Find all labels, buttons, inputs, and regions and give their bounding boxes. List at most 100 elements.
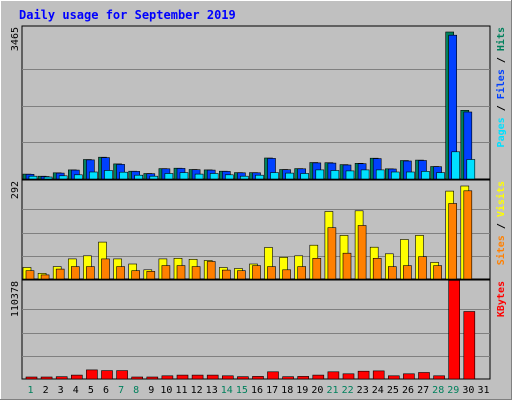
bar-pages-day-12: [194, 173, 204, 180]
bar-sites-day-1: [25, 270, 35, 280]
legend-hits: Pages / Files / Hits: [495, 27, 507, 147]
panel-kbytes: 110378 KBytes: [10, 279, 507, 380]
bar-pages-day-2: [43, 176, 53, 180]
bar-pages-day-25: [390, 171, 400, 180]
day-label-24: 24: [372, 385, 384, 396]
bar-kbytes-day-13: [206, 374, 219, 380]
bar-sites-day-9: [146, 271, 156, 280]
bar-pages-day-8: [134, 174, 143, 180]
max-label-visits: 292: [10, 181, 21, 199]
series-pages: [28, 151, 476, 180]
bar-sites-day-10: [161, 265, 171, 280]
legend-visits: Sites / Visits: [495, 181, 507, 265]
bar-pages-day-6: [104, 170, 113, 180]
bar-sites-day-27: [418, 256, 427, 280]
plot-area-kbytes: [21, 279, 491, 380]
bar-kbytes-day-27: [418, 372, 430, 380]
legend-item-visits: Visits: [495, 181, 507, 217]
bar-kbytes-day-1: [25, 376, 38, 380]
bar-kbytes-day-4: [71, 374, 83, 380]
day-label-20: 20: [311, 385, 323, 396]
legend-separator: /: [496, 217, 507, 235]
day-label-23: 23: [357, 385, 369, 396]
bar-pages-day-21: [330, 170, 340, 180]
bar-pages-day-26: [406, 171, 415, 180]
bar-pages-day-30: [466, 159, 476, 180]
bar-kbytes-day-16: [252, 376, 264, 380]
bar-sites-day-22: [342, 252, 352, 280]
bar-pages-day-17: [270, 172, 279, 180]
day-label-14: 14: [221, 385, 233, 396]
bar-sites-day-6: [101, 258, 110, 280]
bar-sites-day-29: [448, 203, 458, 280]
bar-kbytes-day-17: [267, 371, 279, 380]
panel-hits: 3465 Pages / Files / Hits: [10, 25, 507, 180]
bar-pages-day-9: [149, 175, 159, 180]
bar-kbytes-day-29: [448, 280, 461, 380]
max-label-kbytes: 110378: [10, 281, 21, 317]
bar-sites-day-14: [222, 269, 231, 280]
bar-sites-day-20: [312, 257, 322, 280]
bar-pages-day-4: [74, 174, 83, 180]
bar-pages-day-3: [58, 175, 68, 180]
bar-pages-day-16: [255, 174, 264, 180]
day-label-6: 6: [103, 385, 109, 396]
bar-sites-day-25: [387, 266, 397, 280]
bar-sites-day-2: [40, 274, 50, 280]
bar-sites-day-3: [55, 268, 65, 280]
bar-kbytes-day-30: [463, 311, 476, 380]
day-label-11: 11: [175, 385, 187, 396]
bar-kbytes-day-11: [176, 374, 189, 380]
bar-kbytes-day-3: [55, 376, 68, 380]
legend-separator: /: [496, 51, 507, 69]
bar-kbytes-day-28: [433, 375, 445, 380]
bar-sites-day-5: [86, 266, 95, 280]
day-label-12: 12: [191, 385, 203, 396]
day-label-27: 27: [417, 385, 429, 396]
bar-sites-day-15: [237, 270, 246, 280]
bar-kbytes-day-10: [161, 375, 174, 380]
day-label-16: 16: [251, 385, 263, 396]
bar-pages-day-5: [89, 171, 98, 180]
bar-kbytes-day-15: [237, 376, 249, 380]
legend-item-hits: Hits: [495, 27, 507, 51]
bar-sites-day-21: [327, 227, 337, 280]
legend-separator: /: [496, 99, 507, 117]
bar-sites-day-24: [372, 257, 382, 280]
chart-title: Daily usage for September 2019: [19, 8, 236, 22]
bar-sites-day-30: [463, 190, 473, 280]
day-label-28: 28: [432, 385, 444, 396]
bar-kbytes-day-5: [86, 369, 98, 380]
legend-item-kbytes: KBytes: [496, 281, 507, 317]
bar-kbytes-day-7: [116, 370, 128, 380]
bar-pages-day-7: [119, 171, 128, 180]
bar-kbytes-day-23: [357, 370, 370, 380]
series-kbytes: [25, 280, 476, 380]
bar-pages-day-23: [360, 169, 370, 180]
day-label-31: 31: [477, 385, 489, 396]
day-label-29: 29: [447, 385, 459, 396]
day-label-5: 5: [88, 385, 94, 396]
day-label-8: 8: [133, 385, 139, 396]
bar-pages-day-28: [436, 172, 445, 180]
panel-visits: 292 Sites / Visits: [10, 179, 507, 280]
bar-pages-day-29: [451, 151, 461, 180]
day-label-2: 2: [43, 385, 49, 396]
bar-kbytes-day-21: [327, 371, 340, 380]
plot-area-hits: [21, 25, 491, 180]
series-sites: [25, 190, 473, 280]
bar-pages-day-20: [315, 169, 325, 180]
bar-sites-day-16: [252, 265, 261, 280]
bar-sites-day-8: [131, 270, 140, 280]
day-label-17: 17: [266, 385, 278, 396]
bar-kbytes-day-24: [372, 370, 385, 380]
bar-pages-day-13: [209, 173, 219, 180]
day-label-4: 4: [73, 385, 79, 396]
bar-sites-day-11: [176, 265, 186, 280]
bar-sites-day-26: [403, 265, 412, 280]
chart-panels: 3465 Pages / Files / Hits 292 Sites / Visit…: [10, 25, 507, 380]
bar-kbytes-day-6: [101, 370, 113, 380]
legend-item-files: Files: [495, 69, 507, 99]
bar-sites-day-12: [191, 266, 201, 280]
